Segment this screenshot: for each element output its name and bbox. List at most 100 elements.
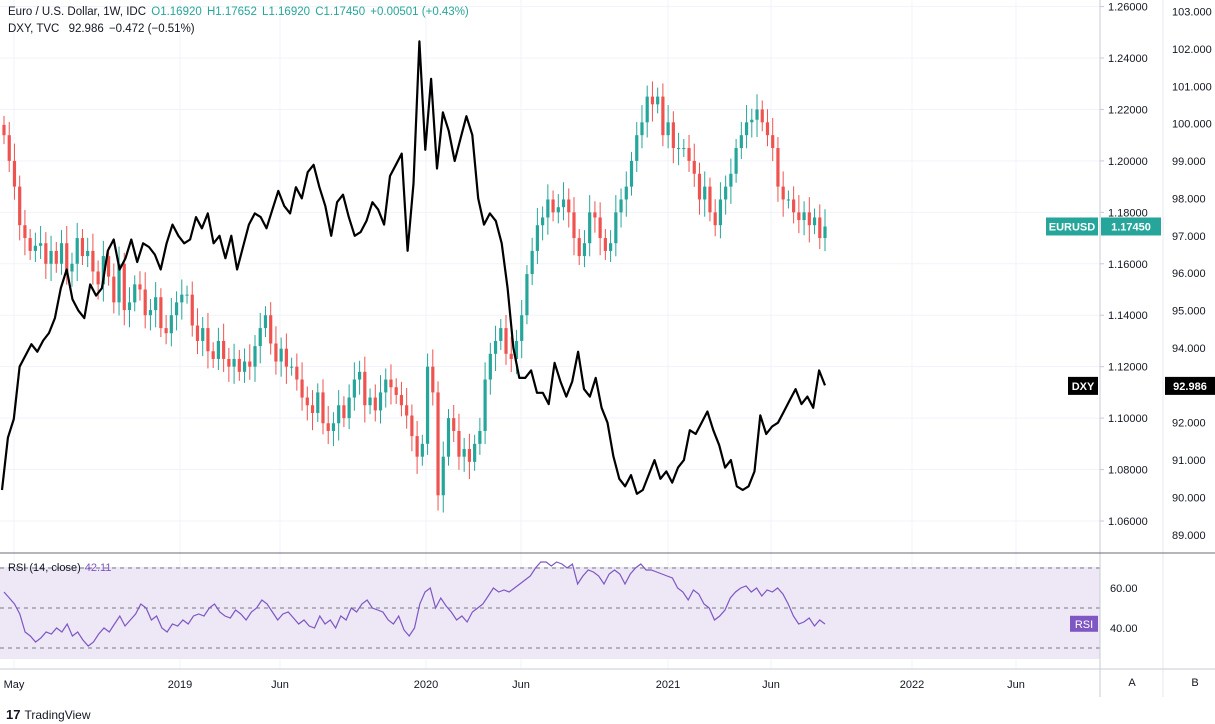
candle-body [577,238,581,257]
candle-body [650,96,655,105]
rsi-line [3,561,826,647]
candle-body [812,217,817,226]
auto-scale-button[interactable]: A [1128,677,1136,689]
time-axis-label: Jun [512,679,530,691]
candle-body [776,148,780,187]
candle-body [624,186,628,200]
eurusd-tick-label: 1.10000 [1108,413,1148,425]
candle-body [211,351,215,359]
time-axis-label: 2022 [900,679,924,691]
candle-body [760,109,764,123]
candle-body [321,392,325,424]
time-axis-label: 2021 [656,679,680,691]
brand-name: TradingView [24,707,91,722]
candle-body [368,397,372,406]
candle-body [452,418,456,431]
candle-body [263,315,268,329]
candle-body [174,302,179,316]
candle-body [399,394,404,406]
candle-body [671,122,675,149]
dxy-tick-label: 102.000 [1172,44,1212,56]
rsi-legend-value: 42.11 [84,562,112,574]
eurusd-value-badge [1101,217,1161,236]
candle-body [206,328,210,352]
candle-body [284,348,288,367]
eurusd-tick-label: 1.16000 [1108,259,1148,271]
candle-body [342,405,346,419]
candle-body [614,212,618,244]
candle-body [410,415,414,437]
candle-body [666,122,670,136]
eurusd-legend-open: O1.16920 [151,6,202,18]
candle-body [588,212,592,244]
dxy-name-badge-label: DXY [1072,381,1095,393]
rsi-legend-label: RSI (14, close) [8,562,81,574]
eurusd-tick-label: 1.18000 [1108,207,1148,219]
candle-body [101,256,105,285]
eurusd-legend: Euro / U.S. Dollar, 1W, IDC O1.16920 H1.… [8,6,471,18]
candle-body [467,448,472,462]
candle-body [352,379,356,398]
candle-body [629,160,634,187]
candle-body [823,226,827,239]
candle-body [138,284,142,290]
candle-body [551,199,555,213]
candle-body [509,353,513,359]
candle-body [80,238,85,257]
candle-body [431,366,435,393]
candle-body [436,392,440,496]
candle-body [169,315,173,334]
candle-body [96,271,100,285]
candle-body [734,148,738,174]
candle-body [201,328,205,341]
candle-body [253,346,257,367]
candle-body [661,96,665,136]
eurusd-tick-label: 1.06000 [1108,516,1148,528]
candle-body [792,199,796,213]
candle-body [729,173,733,187]
dxy-tick-label: 94.000 [1172,343,1206,355]
candle-body [525,274,529,316]
log-scale-button[interactable]: B [1191,677,1199,689]
candle-body [713,212,717,226]
candle-body [384,379,388,393]
eurusd-tick-label: 1.20000 [1108,156,1148,168]
candle-body [514,340,519,359]
rsi-name-badge-label: RSI [1075,619,1093,631]
candle-body [676,148,681,150]
dxy-legend: DXY, TVC 92.986 −0.472 (−0.51%) [8,23,197,35]
candle-body [331,423,336,431]
eurusd-tick-label: 1.12000 [1108,362,1148,374]
candle-body [535,225,539,251]
tradingview-brand[interactable]: 17 TradingView [6,707,91,722]
candle-body [310,405,315,413]
eurusd-tick-label: 1.22000 [1108,104,1148,116]
candle-body [133,284,137,303]
candle-body [488,353,492,380]
candle-body [279,348,283,362]
candle-body [739,135,743,149]
candle-body [18,186,22,226]
candle-body [290,366,294,368]
candle-body [708,186,712,213]
candle-body [143,289,147,316]
candle-body [117,263,121,303]
candle-body [106,256,111,277]
candle-body [363,371,367,406]
tradingview-logo-icon: 17 [6,707,21,722]
candle-body [44,243,48,264]
candle-body [446,418,451,457]
rsi-scale: 40.00 60.00 [1110,583,1138,635]
candle-body [39,243,43,246]
candle-body [771,135,775,149]
candle-body [269,315,273,344]
candle-body [154,297,158,311]
time-axis-label: Jun [271,679,289,691]
candle-body [582,243,587,257]
dxy-value-badge-label: 92.986 [1173,381,1207,393]
time-axis-label: Jun [1007,679,1025,691]
candle-body [185,294,189,296]
time-axis-label: Jun [762,679,780,691]
dxy-line [0,40,827,495]
